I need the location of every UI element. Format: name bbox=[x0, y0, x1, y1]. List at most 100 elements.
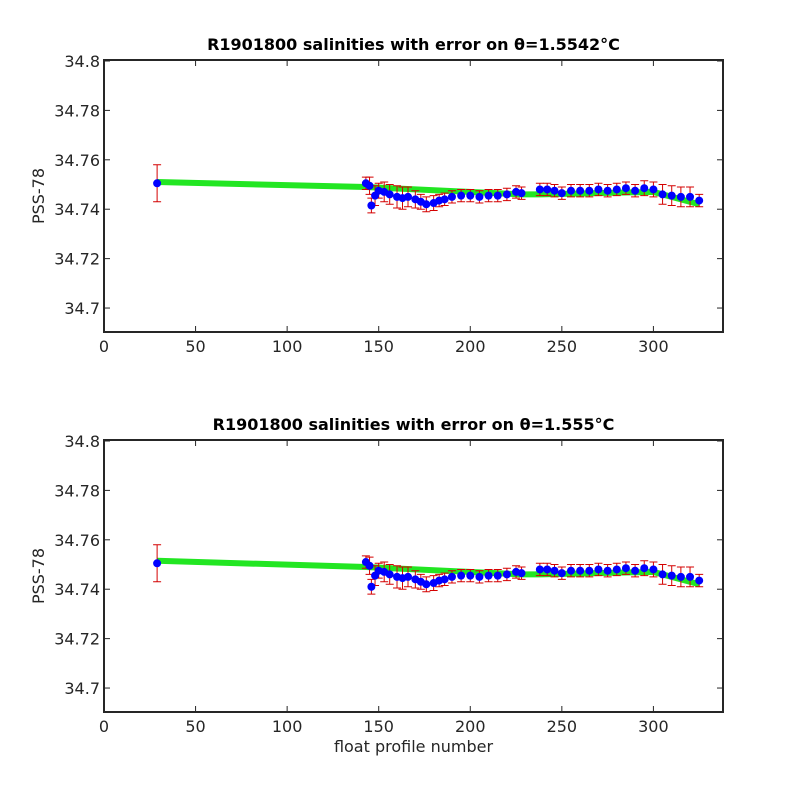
data-point bbox=[484, 571, 493, 580]
x-tick-label: 250 bbox=[547, 337, 578, 356]
data-point bbox=[535, 185, 544, 194]
x-tick-label: 50 bbox=[185, 337, 205, 356]
data-point bbox=[686, 192, 695, 201]
data-point bbox=[676, 192, 685, 201]
data-point bbox=[658, 570, 667, 579]
y-axis-label: PSS-78 bbox=[29, 168, 48, 224]
data-point bbox=[422, 200, 431, 209]
data-point bbox=[466, 191, 475, 200]
x-tick-label: 0 bbox=[99, 337, 109, 356]
y-tick-label: 34.74 bbox=[54, 580, 100, 599]
data-point bbox=[404, 192, 413, 201]
data-point bbox=[543, 185, 552, 194]
data-point bbox=[367, 201, 376, 210]
data-point bbox=[475, 572, 484, 581]
x-tick-label: 200 bbox=[455, 337, 486, 356]
data-point bbox=[594, 185, 603, 194]
data-point bbox=[440, 575, 449, 584]
data-point bbox=[576, 186, 585, 195]
data-point bbox=[603, 566, 612, 575]
data-point bbox=[603, 186, 612, 195]
x-tick-label: 100 bbox=[272, 717, 303, 736]
data-point bbox=[457, 571, 466, 580]
data-point bbox=[695, 576, 704, 585]
chart-title: R1901800 salinities with error on θ=1.55… bbox=[207, 35, 620, 54]
chart-title: R1901800 salinities with error on θ=1.55… bbox=[213, 415, 615, 434]
data-point bbox=[367, 582, 376, 591]
y-tick-label: 34.76 bbox=[54, 151, 100, 170]
data-point bbox=[493, 571, 502, 580]
axes-box bbox=[103, 439, 724, 713]
data-point bbox=[676, 572, 685, 581]
data-point bbox=[612, 565, 621, 574]
x-tick-label: 0 bbox=[99, 717, 109, 736]
data-point bbox=[517, 189, 526, 198]
data-point bbox=[612, 185, 621, 194]
y-tick-label: 34.8 bbox=[64, 52, 100, 71]
y-tick-label: 34.72 bbox=[54, 250, 100, 269]
axes-box bbox=[103, 59, 724, 333]
data-point bbox=[502, 570, 511, 579]
data-point bbox=[535, 565, 544, 574]
data-point bbox=[695, 196, 704, 205]
x-tick-label: 200 bbox=[455, 717, 486, 736]
data-point bbox=[658, 190, 667, 199]
data-point bbox=[557, 189, 566, 198]
data-point bbox=[422, 580, 431, 589]
y-tick-label: 34.8 bbox=[64, 432, 100, 451]
y-tick-label: 34.78 bbox=[54, 481, 100, 500]
data-point bbox=[585, 566, 594, 575]
y-tick-label: 34.7 bbox=[64, 679, 100, 698]
x-tick-label: 300 bbox=[638, 717, 669, 736]
y-tick-label: 34.76 bbox=[54, 531, 100, 550]
x-tick-label: 150 bbox=[363, 717, 394, 736]
x-tick-label: 100 bbox=[272, 337, 303, 356]
data-point bbox=[153, 559, 162, 568]
x-tick-label: 50 bbox=[185, 717, 205, 736]
data-point bbox=[484, 191, 493, 200]
data-point bbox=[667, 571, 676, 580]
data-point bbox=[649, 185, 658, 194]
data-point bbox=[550, 186, 559, 195]
data-point bbox=[594, 565, 603, 574]
x-tick-label: 300 bbox=[638, 337, 669, 356]
data-point bbox=[667, 191, 676, 200]
data-point bbox=[557, 569, 566, 578]
data-point bbox=[466, 571, 475, 580]
x-tick-label: 150 bbox=[363, 337, 394, 356]
data-point bbox=[640, 184, 649, 193]
y-tick-label: 34.7 bbox=[64, 299, 100, 318]
data-point bbox=[550, 566, 559, 575]
data-point bbox=[640, 564, 649, 573]
data-point bbox=[385, 190, 394, 199]
data-point bbox=[621, 184, 630, 193]
data-point bbox=[631, 566, 640, 575]
data-point bbox=[493, 191, 502, 200]
data-point bbox=[576, 566, 585, 575]
x-tick-label: 250 bbox=[547, 717, 578, 736]
data-point bbox=[517, 569, 526, 578]
data-point bbox=[153, 179, 162, 188]
data-point bbox=[502, 190, 511, 199]
data-point bbox=[447, 572, 456, 581]
data-point bbox=[543, 565, 552, 574]
data-point bbox=[475, 192, 484, 201]
y-tick-label: 34.78 bbox=[54, 101, 100, 120]
data-point bbox=[686, 572, 695, 581]
data-point bbox=[404, 572, 413, 581]
data-point bbox=[566, 566, 575, 575]
data-point bbox=[365, 561, 374, 570]
data-point bbox=[365, 181, 374, 190]
data-point bbox=[440, 195, 449, 204]
y-axis-label: PSS-78 bbox=[29, 548, 48, 604]
data-point bbox=[649, 565, 658, 574]
data-point bbox=[631, 186, 640, 195]
x-axis-label: float profile number bbox=[334, 737, 494, 756]
data-point bbox=[566, 186, 575, 195]
data-point bbox=[457, 191, 466, 200]
data-point bbox=[585, 186, 594, 195]
data-point bbox=[621, 564, 630, 573]
data-point bbox=[447, 192, 456, 201]
y-tick-label: 34.74 bbox=[54, 200, 100, 219]
